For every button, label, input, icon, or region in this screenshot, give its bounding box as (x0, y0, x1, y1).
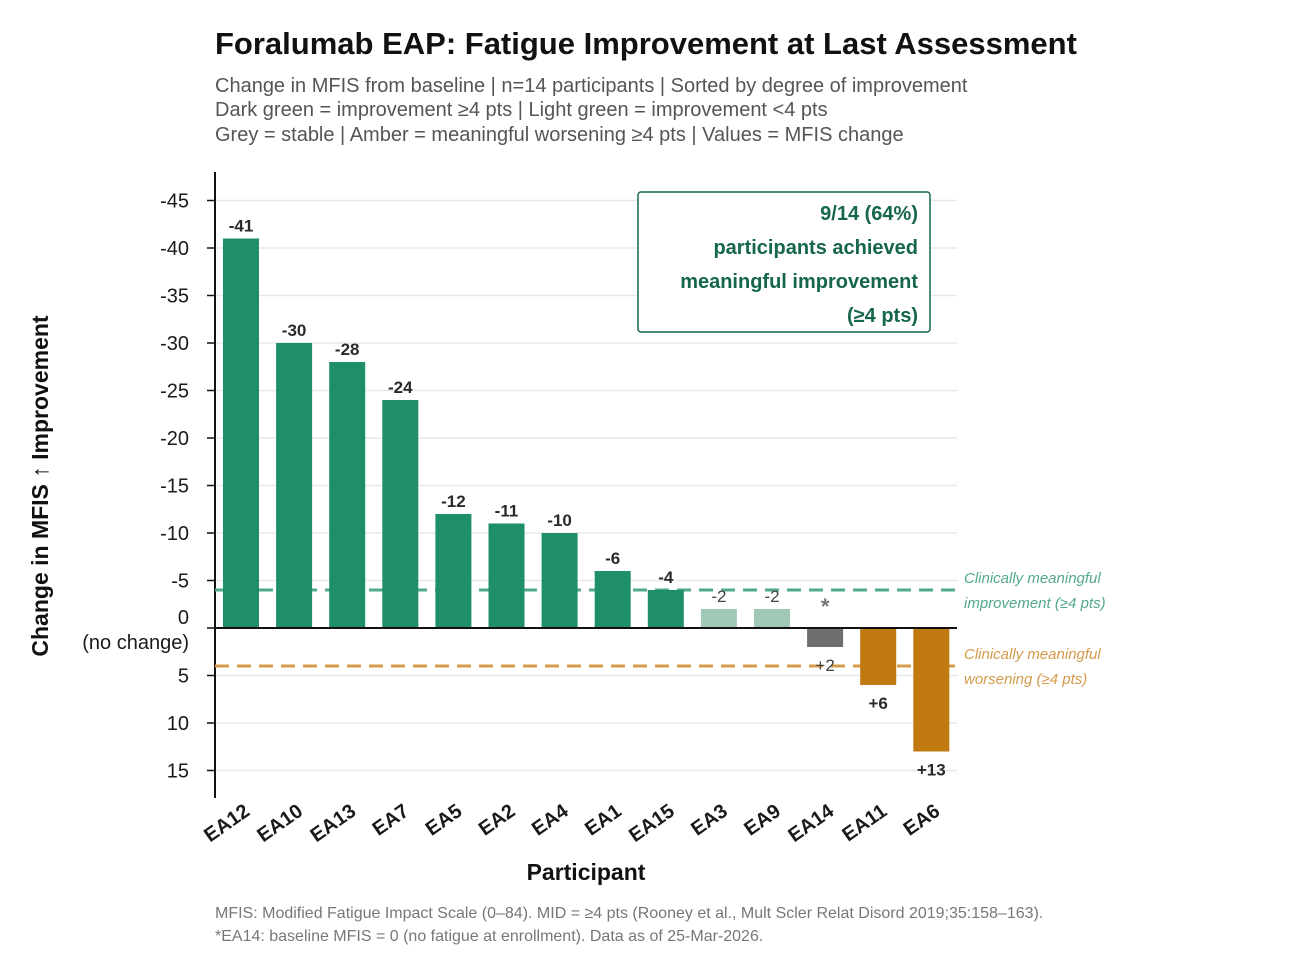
y-axis-label: Change in MFIS ↑ Improvement (27, 315, 53, 657)
value-label-ea3: -2 (711, 587, 726, 606)
y-tick-label: 0 (178, 607, 189, 629)
bar-ea13 (329, 362, 366, 628)
value-label-ea7: -24 (388, 378, 413, 397)
x-tick-label-ea2: EA2 (475, 800, 519, 840)
y-tick-label: -20 (160, 428, 189, 450)
x-tick-label-ea5: EA5 (422, 800, 466, 840)
bar-ea2 (488, 523, 525, 628)
improvement-note-line-1: Clinically meaningful (964, 570, 1101, 587)
x-axis-label: Participant (527, 859, 646, 885)
value-label-ea2: -11 (495, 502, 519, 521)
value-label-ea13: -28 (335, 340, 360, 359)
bar-ea11 (860, 628, 897, 685)
annotation-line-3: meaningful improvement (680, 271, 918, 293)
x-tick-label-ea11: EA11 (838, 800, 891, 846)
worsening-note-line-1: Clinically meaningful (964, 646, 1101, 663)
bar-ea1 (594, 571, 631, 628)
x-tick-label-ea14: EA14 (784, 800, 838, 847)
x-tick-label-ea15: EA15 (625, 800, 679, 847)
y-tick-label: -45 (160, 191, 189, 213)
value-label-ea12: -41 (229, 217, 254, 236)
value-label-ea9: -2 (764, 587, 779, 606)
bar-ea9 (754, 609, 790, 628)
value-label-ea6: +13 (917, 761, 946, 780)
value-label-ea4: -10 (547, 511, 572, 530)
value-label-ea14: +2 (815, 656, 834, 675)
asterisk-marker: * (821, 594, 830, 619)
annotation-box (637, 191, 931, 333)
bar-ea3 (700, 609, 737, 628)
subtitle-line-2: Dark green = improvement ≥4 pts | Light … (215, 99, 828, 121)
value-label-ea10: -30 (282, 321, 307, 340)
x-tick-label-ea1: EA1 (581, 800, 625, 840)
subtitle-line-1: Change in MFIS from baseline | n=14 part… (215, 75, 968, 97)
improvement-note-line-2: improvement (≥4 pts) (964, 595, 1106, 612)
bar-ea4 (541, 533, 578, 628)
bar-ea7 (382, 400, 419, 628)
y-tick-label: -5 (171, 571, 189, 593)
y-tick-label: -25 (160, 381, 189, 403)
x-tick-label-ea7: EA7 (369, 800, 413, 840)
y-tick-label: 5 (178, 666, 189, 688)
y-tick-label: -35 (160, 286, 189, 308)
y-tick-label: 15 (167, 761, 189, 783)
worsening-note-line-2: worsening (≥4 pts) (964, 671, 1087, 688)
bar-ea6 (913, 628, 950, 752)
value-label-ea5: -12 (441, 492, 466, 511)
x-tick-label-ea4: EA4 (528, 800, 573, 841)
annotation-line-4: (≥4 pts) (847, 305, 918, 327)
y-tick-sublabel: (no change) (82, 632, 189, 654)
bar-ea14 (807, 628, 844, 647)
bar-ea15 (647, 590, 684, 628)
y-tick-label: -15 (160, 476, 189, 498)
x-tick-label-ea6: EA6 (900, 800, 944, 840)
x-tick-label-ea13: EA13 (306, 800, 360, 847)
annotation-line-2: participants achieved (713, 237, 918, 259)
x-tick-label-ea9: EA9 (740, 800, 784, 840)
y-tick-label: -10 (160, 523, 189, 545)
y-tick-label: -40 (160, 238, 189, 260)
footnote-line-2: *EA14: baseline MFIS = 0 (no fatigue at … (215, 928, 764, 945)
y-tick-label: -30 (160, 333, 189, 355)
bar-ea5 (435, 514, 472, 628)
value-label-ea1: -6 (605, 549, 620, 568)
subtitle-line-3: Grey = stable | Amber = meaningful worse… (215, 124, 904, 146)
value-label-ea11: +6 (869, 694, 888, 713)
y-tick-label: 10 (167, 713, 189, 735)
x-tick-label-ea3: EA3 (687, 800, 731, 840)
bar-ea12 (223, 238, 259, 628)
chart-title: Foralumab EAP: Fatigue Improvement at La… (215, 26, 1077, 61)
value-label-ea15: -4 (658, 568, 674, 587)
bar-ea10 (276, 343, 313, 628)
x-tick-label-ea12: EA12 (200, 800, 254, 847)
footnote-line-1: MFIS: Modified Fatigue Impact Scale (0–8… (215, 905, 1044, 922)
annotation-line-1: 9/14 (64%) (820, 203, 918, 225)
x-tick-label-ea10: EA10 (253, 800, 307, 847)
